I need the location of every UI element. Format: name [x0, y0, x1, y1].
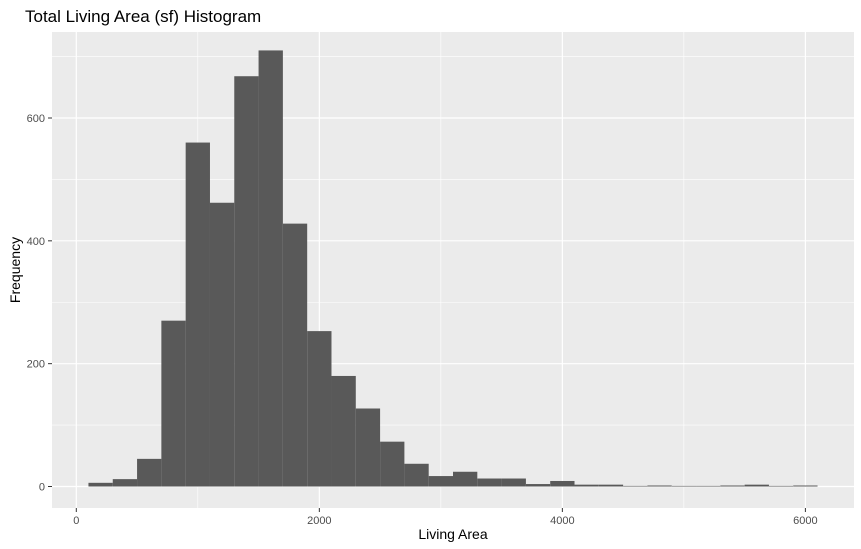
histogram-bar	[88, 482, 113, 487]
x-tick-label: 6000	[793, 515, 817, 527]
histogram-bar	[258, 50, 283, 487]
y-axis-ticks: 0 200 400 600	[27, 113, 52, 494]
x-axis-ticks: 0 2000 4000 6000	[73, 508, 818, 527]
x-tick-label: 4000	[550, 515, 574, 527]
histogram-bar	[380, 441, 405, 487]
histogram-bar	[501, 478, 526, 487]
histogram-bar	[307, 331, 332, 487]
histogram-bar	[623, 485, 648, 487]
histogram-bar	[185, 142, 210, 487]
y-tick-label: 400	[27, 236, 45, 248]
histogram-bar	[428, 476, 453, 487]
chart-title: Total Living Area (sf) Histogram	[25, 7, 261, 26]
histogram-bar	[282, 223, 308, 487]
histogram-bar	[647, 485, 672, 487]
x-tick-label: 0	[73, 515, 79, 527]
y-tick-label: 0	[39, 482, 45, 494]
histogram-bar	[720, 485, 745, 487]
histogram-bar	[112, 479, 138, 487]
y-tick-label: 600	[27, 113, 45, 125]
histogram-bar	[331, 375, 356, 487]
histogram-bar	[209, 202, 235, 487]
x-axis-title: Living Area	[418, 526, 487, 542]
x-tick-label: 2000	[307, 515, 331, 527]
histogram-bar	[793, 485, 818, 487]
histogram-bar	[550, 480, 575, 487]
histogram-bar	[574, 484, 599, 487]
histogram-bar	[404, 463, 429, 487]
histogram-bar	[525, 484, 551, 487]
histogram-bar	[234, 76, 259, 487]
histogram-bar	[598, 484, 624, 487]
histogram-bar	[696, 485, 721, 487]
histogram-bar	[768, 485, 794, 487]
histogram-bars	[88, 50, 818, 487]
y-axis-title: Frequency	[7, 237, 23, 303]
y-tick-label: 200	[27, 359, 45, 371]
histogram-bar	[453, 471, 478, 487]
histogram-bar	[477, 478, 502, 487]
histogram-bar	[137, 458, 162, 487]
histogram-bar	[671, 485, 697, 487]
histogram-bar	[161, 320, 186, 487]
histogram-bar	[355, 408, 381, 487]
histogram-bar	[744, 484, 769, 487]
